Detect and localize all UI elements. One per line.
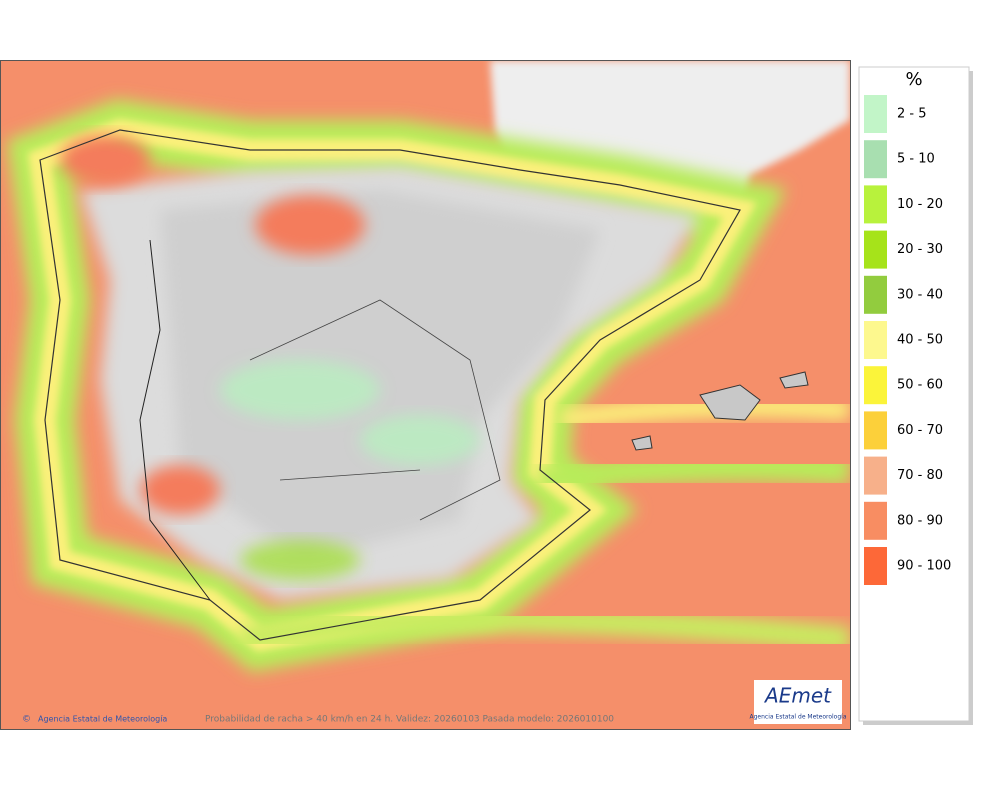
logo-subtitle: Agencia Estatal de Meteorología — [750, 714, 847, 721]
legend-swatch — [864, 501, 887, 540]
legend-label: 20 - 30 — [897, 242, 943, 257]
legend-label: 5 - 10 — [897, 152, 935, 167]
credit: Agencia Estatal de Meteorología — [38, 715, 167, 724]
legend-swatch — [864, 140, 887, 179]
legend-label: 10 - 20 — [897, 197, 943, 212]
legend-label: 90 - 100 — [897, 559, 951, 574]
legend-label: 50 - 60 — [897, 378, 943, 393]
legend-label: 40 - 50 — [897, 333, 943, 348]
map-frame — [0, 60, 851, 730]
caption: Probabilidad de racha > 40 km/h en 24 h.… — [205, 715, 614, 725]
credit-icon: © — [22, 715, 31, 725]
legend-swatch — [864, 230, 887, 269]
legend-swatch — [864, 456, 887, 495]
legend-swatch — [864, 275, 887, 314]
logo: AEmet — [763, 684, 832, 708]
legend-swatch — [864, 95, 887, 133]
legend-label: 80 - 90 — [897, 513, 943, 528]
map-field: AEmet Agencia Estatal de Meteorología © … — [0, 60, 851, 730]
legend-swatch — [864, 547, 887, 585]
logo-box — [754, 680, 842, 724]
legend-swatch — [864, 366, 887, 405]
legend-swatch — [864, 411, 887, 450]
legend-label: 2 - 5 — [897, 107, 927, 122]
legend-label: 60 - 70 — [897, 423, 943, 438]
legend-title: % — [905, 69, 922, 90]
legend-swatch — [864, 321, 887, 359]
legend-label: 30 - 40 — [897, 287, 943, 302]
legend-label: 70 - 80 — [897, 468, 943, 483]
legend-swatch — [864, 185, 887, 224]
legend: 2 - 5 5 - 10 10 - 20 20 - 30 30 - 40 40 - 50 5… — [864, 95, 951, 585]
